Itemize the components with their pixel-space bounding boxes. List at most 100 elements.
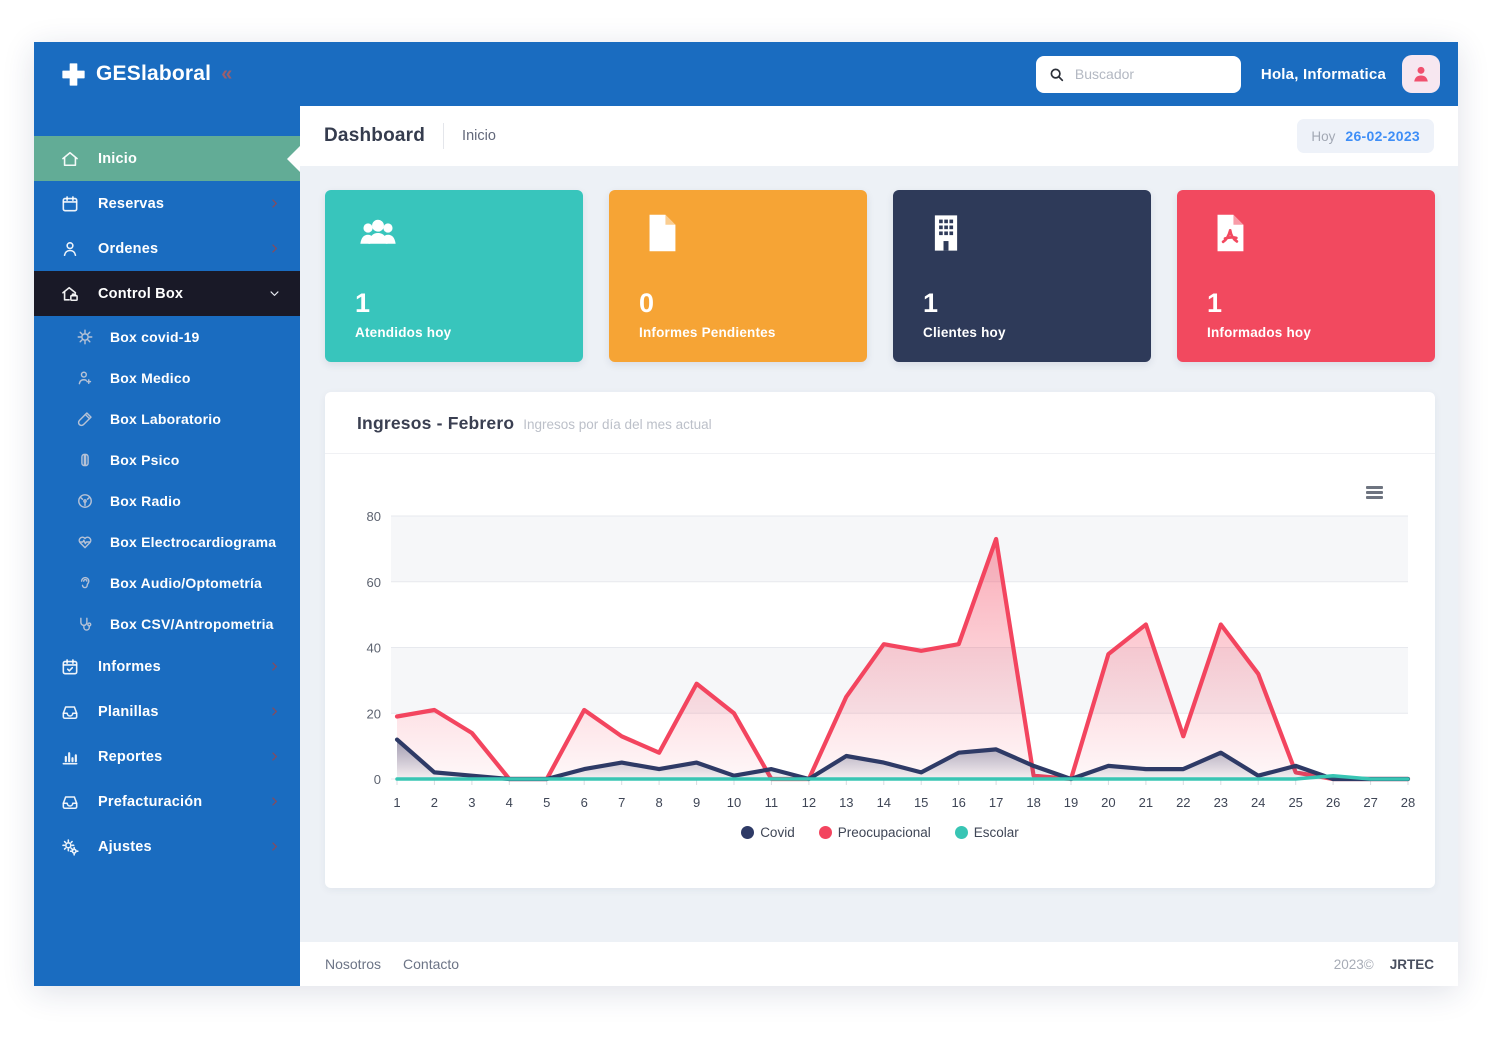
svg-text:1: 1 — [393, 795, 400, 810]
sidebar-subitem-box-electrocardiograma[interactable]: Box Electrocardiograma — [34, 521, 300, 562]
svg-text:6: 6 — [581, 795, 588, 810]
svg-text:25: 25 — [1288, 795, 1302, 810]
svg-text:80: 80 — [367, 509, 381, 524]
avatar[interactable] — [1402, 55, 1440, 93]
virus-icon — [77, 329, 93, 344]
legend-item-covid[interactable]: Covid — [741, 825, 795, 840]
breadcrumb-divider — [443, 123, 445, 149]
legend-item-preocupacional[interactable]: Preocupacional — [818, 825, 931, 840]
chevron-right-icon — [272, 752, 277, 761]
svg-text:24: 24 — [1251, 795, 1265, 810]
logo-text: GESlaboral — [96, 62, 212, 85]
svg-text:27: 27 — [1363, 795, 1377, 810]
inbox-icon — [62, 705, 78, 719]
bar-chart-icon — [62, 751, 78, 764]
sidebar-item-inicio[interactable]: Inicio — [34, 136, 300, 181]
hamburger-menu-icon[interactable] — [1366, 486, 1383, 501]
main-panel: Dashboard Inicio Hoy 26-02-2023 1 Atendid… — [300, 106, 1458, 986]
sidebar-item-reservas[interactable]: Reservas — [34, 181, 300, 226]
svg-text:22: 22 — [1176, 795, 1190, 810]
control-box-icon — [62, 286, 78, 301]
chevron-right-icon — [272, 797, 277, 806]
calendar-check-icon — [62, 658, 78, 674]
gears-icon — [62, 838, 79, 856]
svg-text:3: 3 — [468, 795, 475, 810]
stat-cards-row: 1 Atendidos hoy 0 Informes Pendientes 1 Clien… — [325, 190, 1435, 362]
svg-text:9: 9 — [693, 795, 700, 810]
home-icon — [62, 151, 78, 166]
sidebar-subitem-box-medico[interactable]: Box Medico — [34, 357, 300, 398]
sidebar-item-ordenes[interactable]: Ordenes — [34, 226, 300, 271]
stat-card-informados-hoy: 1 Informados hoy — [1177, 190, 1435, 362]
user-icon — [63, 241, 77, 256]
sidebar-subitem-box-covid-19[interactable]: Box covid-19 — [34, 316, 300, 357]
sidebar-subitem-box-laboratorio[interactable]: Box Laboratorio — [34, 398, 300, 439]
footer-links: Nosotros Contacto — [325, 956, 459, 972]
sidebar-item-label: Ordenes — [98, 240, 159, 257]
stat-card-informes-pendientes: 0 Informes Pendientes — [609, 190, 867, 362]
stat-label: Atendidos hoy — [355, 325, 452, 340]
footer-link-nosotros[interactable]: Nosotros — [325, 956, 382, 972]
sidebar-item-label: Inicio — [98, 150, 138, 167]
sidebar-subitem-box-radio[interactable]: Box Radio — [34, 480, 300, 521]
chart-body: 0 20 40 60 80 1 2 3 4 5 6 7 8 9 10 11 12 13 14 15 16 17 18 19 20… — [325, 454, 1435, 888]
chart-subtitle: Ingresos por día del mes actual — [523, 417, 712, 432]
file-icon — [649, 214, 676, 252]
stat-label: Clientes hoy — [923, 325, 1006, 340]
svg-text:28: 28 — [1401, 795, 1415, 810]
svg-text:20: 20 — [367, 706, 381, 721]
search-box[interactable] — [1035, 55, 1241, 93]
doctor-icon — [78, 371, 92, 384]
search-input[interactable] — [1074, 66, 1225, 82]
stethoscope-icon — [80, 617, 92, 631]
sidebar-subitem-label: Box Audio/Optometría — [110, 574, 263, 591]
sidebar-item-label: Reportes — [98, 748, 163, 765]
stat-label: Informes Pendientes — [639, 325, 776, 340]
svg-text:40: 40 — [367, 641, 381, 656]
svg-text:19: 19 — [1064, 795, 1078, 810]
stat-card-clientes-hoy: 1 Clientes hoy — [893, 190, 1151, 362]
svg-text:0: 0 — [374, 772, 381, 787]
sidebar-item-planillas[interactable]: Planillas — [34, 689, 300, 734]
stat-value: 0 — [639, 288, 655, 319]
svg-text:60: 60 — [367, 575, 381, 590]
legend-label: Covid — [760, 825, 795, 840]
sidebar-item-reportes[interactable]: Reportes — [34, 734, 300, 779]
sidebar-subitem-label: Box Electrocardiograma — [110, 533, 277, 550]
svg-text:10: 10 — [727, 795, 741, 810]
app-window: GESlaboral « Hola, Informatica — [34, 42, 1458, 986]
sidebar-subitem-box-csv-antropometria[interactable]: Box CSV/Antropometria — [34, 603, 300, 644]
stat-value: 1 — [1207, 288, 1223, 319]
footer: Nosotros Contacto 2023© JRTEC — [300, 942, 1458, 986]
footer-link-contacto[interactable]: Contacto — [403, 956, 460, 972]
legend-dot — [818, 826, 832, 839]
sidebar-subitem-label: Box Medico — [110, 369, 191, 386]
sidebar-subitem-box-psico[interactable]: Box Psico — [34, 439, 300, 480]
svg-text:21: 21 — [1139, 795, 1153, 810]
logo-cross-icon — [62, 62, 85, 86]
legend-label: Escolar — [973, 825, 1019, 840]
sidebar-subitem-label: Box Psico — [110, 451, 180, 468]
footer-right: 2023© JRTEC — [1334, 957, 1434, 972]
svg-text:23: 23 — [1214, 795, 1228, 810]
sidebar-item-control-box[interactable]: Control Box — [34, 271, 300, 316]
person-icon — [1414, 66, 1428, 82]
sidebar-item-ajustes[interactable]: Ajustes — [34, 824, 300, 869]
content: 1 Atendidos hoy 0 Informes Pendientes 1 Clien… — [300, 166, 1458, 942]
breadcrumb-section[interactable]: Inicio — [462, 128, 496, 144]
sidebar-subitem-box-audio-optometr-a[interactable]: Box Audio/Optometría — [34, 562, 300, 603]
sidebar-item-label: Informes — [98, 658, 161, 675]
svg-text:8: 8 — [655, 795, 662, 810]
ear-icon — [80, 576, 90, 588]
sidebar-collapse-icon[interactable]: « — [221, 62, 233, 85]
sidebar-item-informes[interactable]: Informes — [34, 644, 300, 689]
legend-dot — [954, 826, 968, 839]
date-value: 26-02-2023 — [1345, 128, 1420, 144]
legend-item-escolar[interactable]: Escolar — [954, 825, 1019, 840]
chevron-right-icon — [272, 662, 277, 671]
sidebar-item-prefacturaci-n[interactable]: Prefacturación — [34, 779, 300, 824]
stat-value: 1 — [923, 288, 939, 319]
topbar: GESlaboral « Hola, Informatica — [34, 42, 1458, 106]
svg-text:18: 18 — [1026, 795, 1040, 810]
svg-text:11: 11 — [765, 795, 779, 810]
